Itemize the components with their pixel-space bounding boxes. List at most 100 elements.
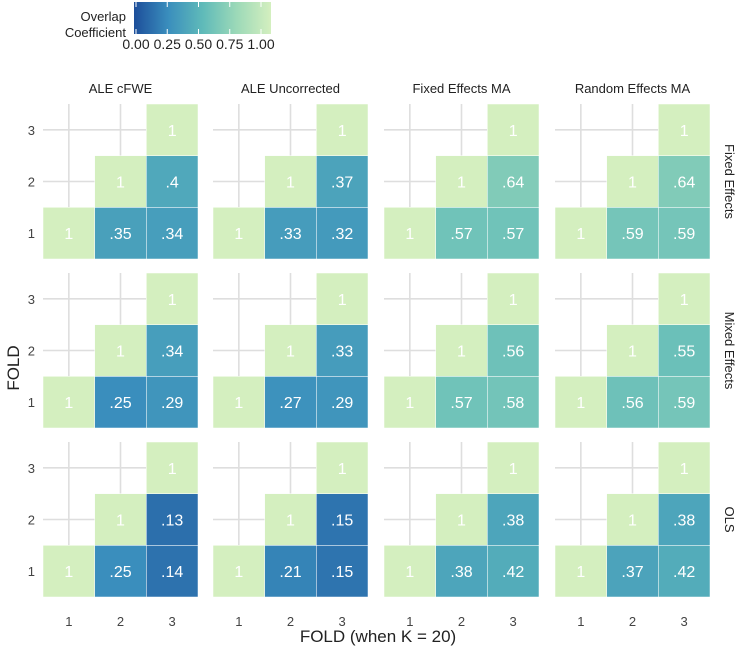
cell-value-label: .59 [673,395,695,412]
heatmap-cell [146,272,199,325]
x-tick-label: 3 [510,614,517,629]
heatmap-cell [264,324,317,377]
row-facet-label: OLS [722,506,737,532]
heatmap-cell [606,324,659,377]
cell-value-label: 1 [576,564,585,581]
y-tick-label: 1 [28,564,35,579]
heatmap-cell [42,545,95,598]
facet-panel: 1 .27 .29 1 .33 1 [212,272,369,429]
cell-value-label: .57 [502,226,524,243]
cell-value-label: 1 [457,175,466,192]
cell-value-label: .59 [673,226,695,243]
cell-value-label: .34 [161,344,183,361]
cell-value-label: 1 [286,344,295,361]
y-tick-label: 3 [28,461,35,476]
x-axis-title: FOLD (when K = 20) [300,627,456,646]
heatmap-cell [658,441,711,494]
heatmap-cell [487,103,540,156]
heatmap-cell [264,155,317,208]
cell-value-label: .29 [331,395,353,412]
heatmap-cell [435,207,488,260]
facet-panel: 1 .37 .42 1 .38 1 [554,441,711,598]
facet-panel: 1 .57 .57 1 .64 1 [383,103,540,260]
y-tick-label: 3 [28,292,35,307]
heatmap-cell [94,376,147,429]
heatmap-cell [146,103,199,156]
cell-value-label: 1 [405,564,414,581]
facet-panel: 1 .57 .58 1 .56 1 [383,272,540,429]
x-tick-label: 2 [629,614,636,629]
x-tick-label: 3 [681,614,688,629]
heatmap-cell [94,324,147,377]
heatmap-cell [316,441,369,494]
y-tick-label: 2 [28,175,35,190]
cell-value-label: 1 [405,226,414,243]
heatmap-cell [606,493,659,546]
heatmap-cell [94,155,147,208]
cell-value-label: 1 [628,175,637,192]
row-facet-label: Fixed Effects [722,144,737,219]
cell-value-label: 1 [628,513,637,530]
heatmap-cell [316,155,369,208]
x-tick-label: 3 [169,614,176,629]
heatmap-cell [316,376,369,429]
heatmap-cell [554,207,607,260]
heatmap-cell [212,207,265,260]
heatmap-cell [658,103,711,156]
cell-value-label: 1 [64,395,73,412]
heatmap-cell [146,441,199,494]
cell-value-label: .14 [161,564,183,581]
heatmap-cell [146,324,199,377]
heatmap-cell [554,545,607,598]
x-tick-label: 2 [458,614,465,629]
legend-title: Coefficient [65,25,127,40]
cell-value-label: .56 [621,395,643,412]
x-tick-label: 2 [287,614,294,629]
heatmap-cell [487,272,540,325]
column-facet-label: Fixed Effects MA [412,81,510,96]
column-facet-label: ALE Uncorrected [241,81,340,96]
cell-value-label: 1 [116,344,125,361]
heatmap-cell [42,207,95,260]
facet-panel: 1 .25 .29 1 .34 1 [42,272,199,429]
heatmap-cell [383,376,436,429]
cell-value-label: .38 [502,513,524,530]
cell-value-label: 1 [680,292,689,309]
cell-value-label: 1 [234,226,243,243]
heatmap-cell [94,207,147,260]
cell-value-label: .29 [161,395,183,412]
cell-value-label: .13 [161,513,183,530]
cell-value-label: .42 [673,564,695,581]
heatmap-cell [435,155,488,208]
heatmap-cell [606,207,659,260]
cell-value-label: .64 [673,175,695,192]
facet-panel: 1 .38 .42 1 .38 1 [383,441,540,598]
cell-value-label: 1 [116,513,125,530]
cell-value-label: 1 [338,461,347,478]
column-facet-label: ALE cFWE [89,81,153,96]
heatmap-cell [316,207,369,260]
y-tick-label: 3 [28,123,35,138]
cell-value-label: .25 [109,564,131,581]
heatmap-cell [383,545,436,598]
cell-value-label: .64 [502,175,524,192]
legend-tick-label: 0.50 [185,36,212,52]
x-tick-label: 1 [235,614,242,629]
cell-value-label: 1 [116,175,125,192]
cell-value-label: .33 [331,344,353,361]
cell-value-label: .4 [165,175,178,192]
column-facet-label: Random Effects MA [575,81,691,96]
cell-value-label: .38 [450,564,472,581]
heatmap-cell [212,376,265,429]
y-tick-label: 1 [28,226,35,241]
cell-value-label: .34 [161,226,183,243]
heatmap-cell [487,545,540,598]
heatmap-cell [487,493,540,546]
cell-value-label: 1 [168,292,177,309]
cell-value-label: .35 [109,226,131,243]
heatmap-cell [658,272,711,325]
heatmap-cell [316,545,369,598]
x-tick-label: 1 [406,614,413,629]
x-tick-label: 1 [65,614,72,629]
cell-value-label: 1 [576,395,585,412]
